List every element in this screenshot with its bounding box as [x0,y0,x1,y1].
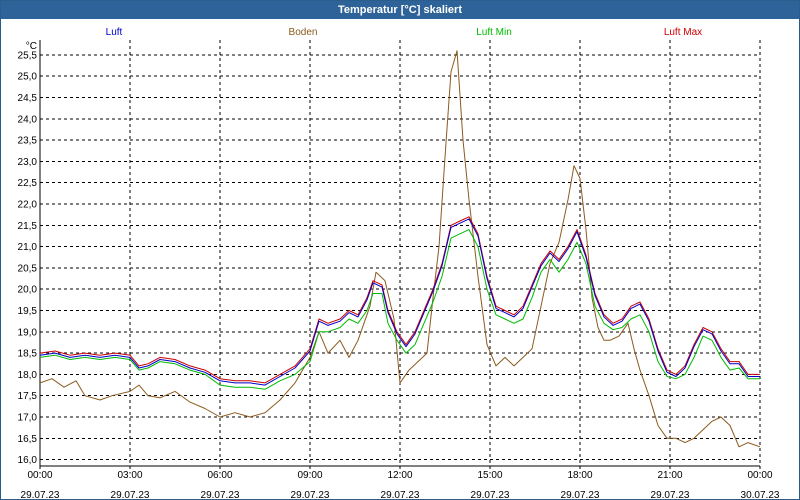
y-tick-label: 22,0 [18,200,38,211]
legend-item-luft-min: Luft Min [476,27,512,38]
y-tick-label: 25,5 [18,50,38,61]
y-tick-label: 25,0 [18,72,38,83]
y-tick-label: 16,0 [18,455,38,466]
y-tick-label: 17,0 [18,413,38,424]
y-tick-label: 21,5 [18,221,38,232]
chart-title: Temperatur [°C] skaliert [1,1,799,19]
x-tick-date: 29.07.23 [291,490,330,499]
y-tick-label: 21,0 [18,242,38,253]
legend-item-luft-max: Luft Max [664,27,702,38]
x-tick-date: 29.07.23 [381,490,420,499]
x-tick-date: 29.07.23 [561,490,600,499]
y-tick-label: 22,5 [18,178,38,189]
axes: 16,0 16,5 17,0 17,5 18,0 18,5 19,0 19,5 20,0 20,5… [18,40,780,499]
legend-item-luft: Luft [106,27,123,38]
y-tick-label: 23,0 [18,157,38,168]
x-tick-date: 29.07.23 [471,490,510,499]
x-tick-time: 00:00 [27,470,52,481]
x-tick-time: 06:00 [207,470,232,481]
legend-item-boden: Boden [289,27,318,38]
x-tick-date: 29.07.23 [21,490,60,499]
y-axis-unit: °C [26,41,37,52]
x-tick-time: 03:00 [117,470,142,481]
grid [39,40,761,473]
y-tick-label: 24,5 [18,93,38,104]
x-tick-time: 00:00 [747,470,772,481]
y-tick-label: 18,0 [18,370,38,381]
y-tick-label: 24,0 [18,114,38,125]
y-tick-label: 20,5 [18,263,38,274]
x-tick-time: 09:00 [297,470,322,481]
x-tick-time: 18:00 [567,470,592,481]
series-line-luft-min [39,229,760,390]
x-tick-time: 15:00 [477,470,502,481]
x-tick-date: 29.07.23 [201,490,240,499]
x-tick-time: 21:00 [657,470,682,481]
y-tick-label: 20,0 [18,285,38,296]
series-line-boden [39,50,761,448]
x-tick-time: 12:00 [387,470,412,481]
chart-svg: Luft Boden Luft Min Luft Max 16,0 16,5 17,0 17… [18,27,780,499]
y-tick-label: 19,0 [18,327,38,338]
x-tick-date: 29.07.23 [111,490,150,499]
y-tick-label: 17,5 [18,391,38,402]
series-line-luft [39,218,760,386]
series [39,50,761,448]
x-tick-date: 30.07.23 [741,490,780,499]
x-tick-date: 29.07.23 [651,490,690,499]
y-tick-label: 16,5 [18,434,38,445]
y-tick-label: 23,5 [18,136,38,147]
legend: Luft Boden Luft Min Luft Max [106,27,703,38]
y-tick-label: 19,5 [18,306,38,317]
y-tick-label: 18,5 [18,349,38,360]
